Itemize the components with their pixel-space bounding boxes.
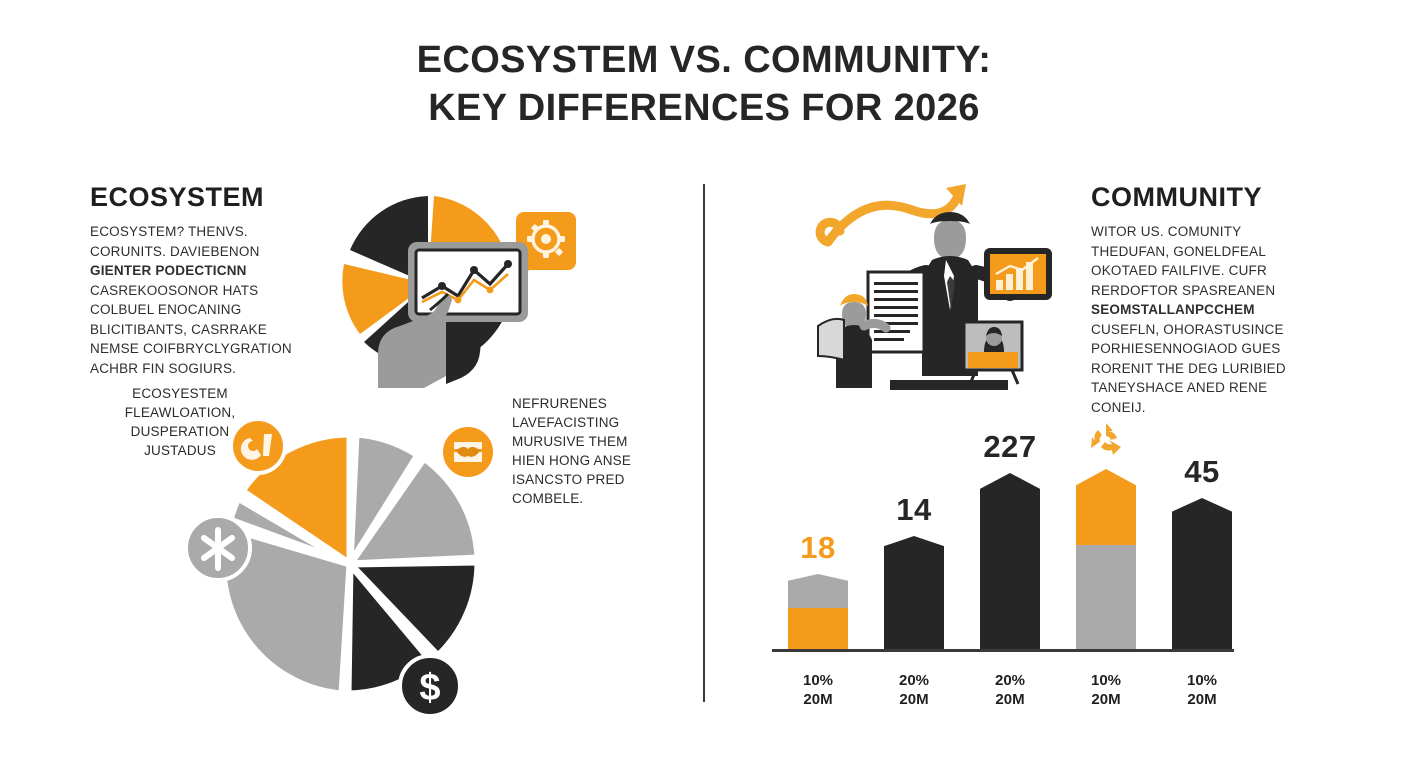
ecosystem-pie-chart: $ (172, 398, 528, 734)
dollar-badge-icon: $ (398, 654, 462, 718)
tablet-illustration-svg (342, 196, 576, 388)
community-heading: COMMUNITY (1091, 182, 1262, 212)
bar-shape-3 (1076, 469, 1136, 649)
community-bar-chart: 18 10% 20M 14 20% 20M 227 20% 20M (760, 423, 1246, 730)
bar-shape-4 (1172, 498, 1232, 649)
child-figure-icon (817, 294, 891, 388)
pie-slice-3 (346, 558, 482, 660)
bar-segment-0-1 (788, 607, 848, 649)
bar-column-4[interactable]: 45 10% 20M (1172, 454, 1232, 708)
bar-shape-0 (788, 574, 848, 649)
handshake-badge-icon (439, 423, 497, 481)
pie-annotation-left: ECOSYESTEM FLEAWLOATION, DUSPERATION JUS… (124, 386, 236, 458)
ecosystem-heading: ECOSYSTEM (90, 182, 265, 212)
bar-segment-3-1 (1076, 544, 1136, 649)
bar-shape-2 (980, 473, 1040, 649)
pie-chart-svg: $ (184, 417, 497, 718)
bar-xlabel-0: 10% 20M (802, 672, 834, 708)
recycle-icon (1085, 419, 1127, 461)
photo-frame-icon (962, 320, 1024, 385)
bar-column-1[interactable]: 14 20% 20M (884, 492, 944, 708)
bar-segment-0-0 (788, 574, 848, 608)
bar-xlabel-1: 20% 20M (898, 672, 930, 708)
community-body-text: WITOR US. COMUNITY THEDUFAN, GONELDFEAL … (1091, 224, 1286, 415)
tablet-illustration (338, 192, 588, 390)
bar-segment-3-0 (1076, 469, 1136, 545)
pie-annotation-right: NEFRURENES LAVEFACISTING MURUSIVE THEM H… (512, 396, 632, 506)
recycle-icon-svg (1091, 423, 1121, 455)
bar-segment-4-0 (1172, 498, 1232, 649)
bar-column-3[interactable]: 10% 20M (1076, 423, 1136, 708)
bar-shape-1 (884, 536, 944, 649)
tablet-bar-chart-icon (984, 248, 1052, 300)
asterisk-badge-icon (184, 514, 252, 582)
emphasized-text: GIENTER PODECTICNN (90, 263, 247, 278)
bar-value-0: 18 (800, 530, 836, 565)
bar-segment-2-0 (980, 473, 1040, 649)
column-divider (703, 184, 705, 702)
bar-column-2[interactable]: 227 20% 20M (980, 429, 1040, 708)
pedestal-icon (890, 380, 1008, 390)
bar-value-4: 45 (1184, 454, 1220, 489)
bar-xlabel-3: 10% 20M (1090, 672, 1122, 708)
bar-value-2: 227 (983, 429, 1037, 464)
ecosystem-body-text: ECOSYSTEM? THENVS. CORUNITS. DAVIEBENON … (90, 224, 292, 376)
tablet-device-icon (408, 242, 528, 322)
people-illustration (806, 176, 1066, 394)
bar-value-1: 14 (896, 492, 932, 527)
people-illustration-svg (815, 184, 1052, 390)
bar-column-0[interactable]: 18 10% 20M (788, 530, 848, 708)
target-badge-icon (229, 417, 287, 475)
pie-slice-1 (346, 430, 422, 568)
bar-xlabel-2: 20% 20M (994, 672, 1026, 708)
pie-slice-2 (346, 454, 482, 568)
bar-xlabel-4: 10% 20M (1186, 672, 1218, 708)
svg-text:$: $ (419, 667, 440, 709)
document-icon (866, 270, 926, 354)
title-line-2: KEY DIFFERENCES FOR 2026 (428, 87, 980, 129)
emphasized-text: SEOMSTALLANPCCHEM (1091, 302, 1255, 317)
page-title: ECOSYSTEM VS. COMMUNITY: KEY DIFFERENCES… (0, 36, 1408, 132)
growth-arrow-icon (815, 184, 966, 247)
title-line-1: ECOSYSTEM VS. COMMUNITY: (416, 39, 992, 81)
bar-segment-1-0 (884, 536, 944, 649)
gear-badge-icon (516, 212, 576, 278)
hand-icon (378, 292, 483, 388)
bar-chart-baseline (772, 649, 1234, 652)
